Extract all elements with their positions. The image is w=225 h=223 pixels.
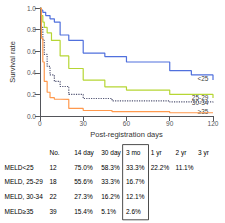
svg-text:12: 12 [50, 164, 58, 171]
svg-text:22.2%: 22.2% [151, 164, 170, 171]
svg-text:3 yr: 3 yr [198, 149, 210, 157]
svg-text:MELD, 30-34: MELD, 30-34 [5, 193, 44, 200]
svg-text:0.0: 0.0 [27, 113, 36, 120]
svg-text:MELD, 25-29: MELD, 25-29 [5, 178, 44, 185]
svg-text:27.3%: 27.3% [74, 193, 93, 200]
svg-text:16.7%: 16.7% [126, 178, 145, 185]
svg-text:≥35: ≥35 [198, 108, 209, 115]
svg-text:18: 18 [50, 178, 58, 185]
svg-text:22: 22 [50, 193, 58, 200]
svg-text:33.3%: 33.3% [126, 164, 145, 171]
svg-text:Post-registration days: Post-registration days [90, 130, 163, 139]
svg-text:15.4%: 15.4% [74, 208, 93, 215]
svg-text:1.0: 1.0 [27, 5, 36, 12]
svg-text:2.6%: 2.6% [126, 208, 141, 215]
svg-text:MELD<25: MELD<25 [5, 164, 34, 171]
svg-text:120: 120 [208, 120, 219, 127]
svg-text:75.0%: 75.0% [74, 164, 93, 171]
svg-text:Survival rate: Survival rate [8, 41, 17, 83]
svg-text:55.6%: 55.6% [74, 178, 93, 185]
svg-text:39: 39 [50, 208, 58, 215]
svg-text:5.1%: 5.1% [101, 208, 116, 215]
svg-text:33.3%: 33.3% [101, 178, 120, 185]
svg-text:90: 90 [166, 120, 174, 127]
svg-text:14 day: 14 day [74, 149, 94, 157]
svg-text:0.6: 0.6 [27, 48, 36, 55]
svg-text:60: 60 [123, 120, 131, 127]
svg-text:30 day: 30 day [101, 149, 121, 157]
svg-text:0: 0 [38, 120, 42, 127]
svg-text:No.: No. [50, 149, 60, 156]
svg-text:0.4: 0.4 [27, 69, 36, 76]
svg-text:58.3%: 58.3% [101, 164, 120, 171]
svg-text:16.2%: 16.2% [101, 193, 120, 200]
svg-text:0.2: 0.2 [27, 91, 36, 98]
svg-text:0.8: 0.8 [27, 26, 36, 33]
svg-text:30: 30 [80, 120, 88, 127]
svg-text:MELD≥35: MELD≥35 [5, 208, 34, 215]
svg-text:11.1%: 11.1% [176, 164, 194, 171]
svg-text:12.1%: 12.1% [126, 193, 145, 200]
svg-text:1 yr: 1 yr [151, 149, 163, 157]
svg-text:30-34: 30-34 [191, 98, 209, 106]
svg-text:<25: <25 [197, 75, 208, 82]
svg-text:2 yr: 2 yr [176, 149, 188, 157]
svg-text:3 mo: 3 mo [126, 149, 141, 156]
